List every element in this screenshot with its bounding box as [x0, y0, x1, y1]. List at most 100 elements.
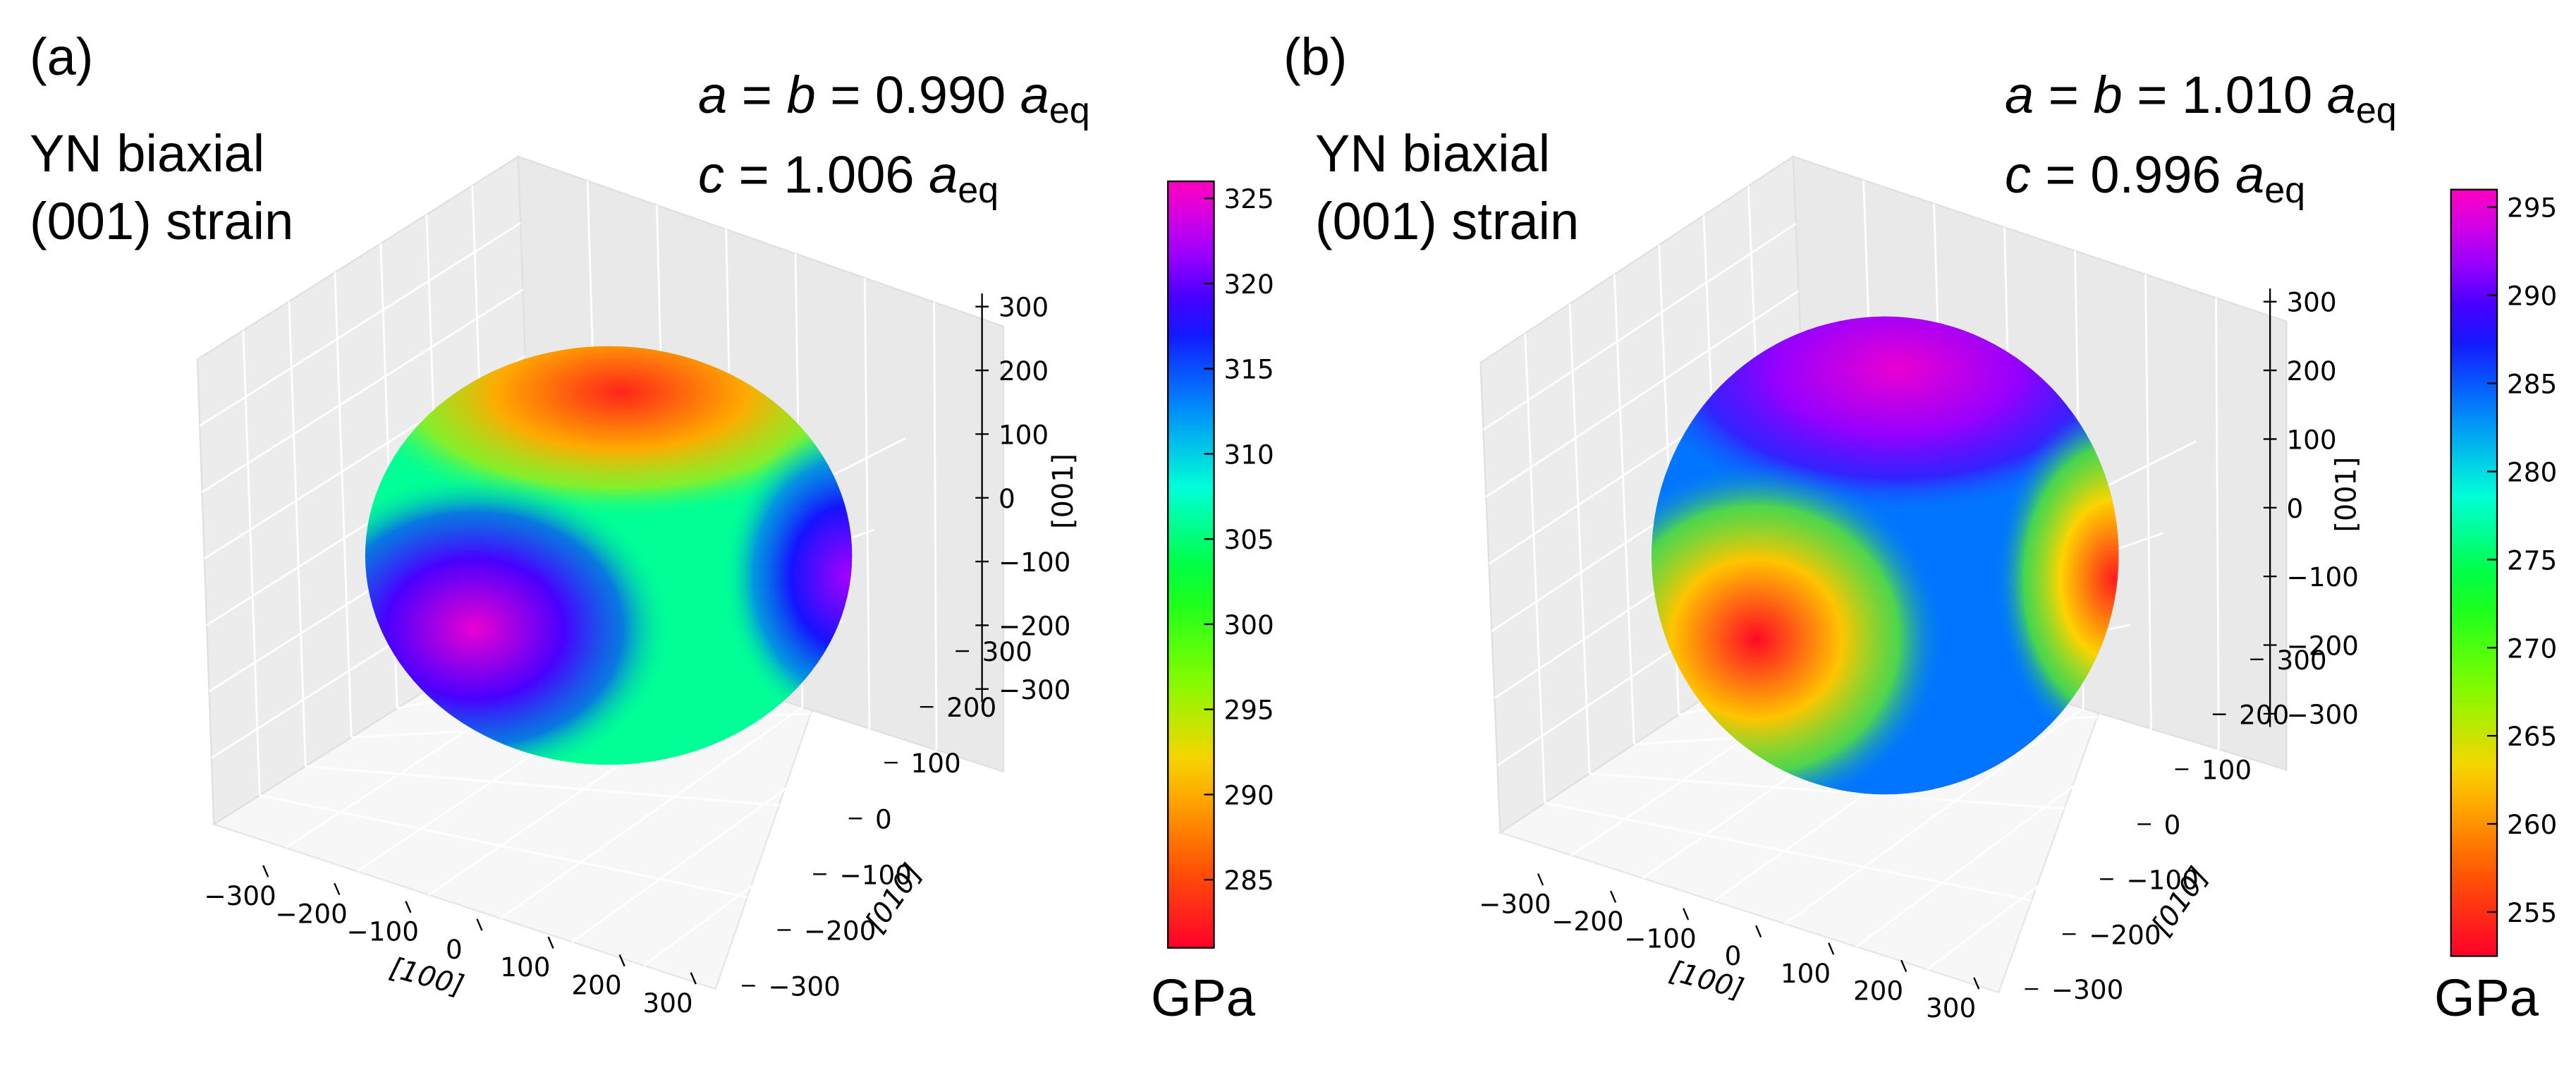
x-tick-label: −300: [1479, 889, 1551, 920]
x-tick-mark: [1683, 908, 1690, 921]
z-tick-label: −200: [999, 610, 1070, 641]
grid-line: [1568, 303, 1591, 774]
x-tick-mark: [618, 954, 625, 967]
x-tick-mark: [690, 972, 697, 985]
y-tick-label: −300: [2051, 974, 2123, 1005]
strain-aeq-symbol: a: [1020, 66, 1049, 124]
z-axis-label: [001]: [1047, 454, 1080, 529]
plot-root: −300−200−1000100200300[001]−300−200−1000…: [196, 154, 2557, 1024]
x-tick-mark: [1755, 925, 1762, 937]
colorbar-tick-label: 280: [2507, 456, 2557, 487]
strain-value: = 0.990: [815, 66, 1020, 124]
y-tick-label: 200: [2239, 700, 2289, 731]
grid-line: [242, 330, 261, 796]
strain-b-symbol: b: [786, 66, 816, 124]
material-line2-b: (001) strain: [1315, 192, 1580, 250]
strain-aeq-symbol: a: [2326, 66, 2356, 124]
y-tick-label: −200: [2089, 919, 2161, 950]
strain-line1-a: a = b = 0.990 aeq: [698, 65, 1090, 132]
y-tick-label: 200: [946, 692, 996, 723]
strain-aeq-symbol: a: [2235, 145, 2265, 204]
strain-eq1: =: [2034, 66, 2094, 124]
x-tick-mark: [405, 901, 412, 913]
z-tick-label: 300: [999, 292, 1049, 323]
colorbar: [2450, 188, 2498, 957]
colorbar-tick-label: 255: [2507, 897, 2557, 928]
material-line2-a: (001) strain: [30, 192, 294, 250]
x-tick-label: 0: [446, 934, 463, 965]
surface-feature-top: [1652, 316, 2119, 515]
x-tick-mark: [1900, 959, 1907, 973]
strain-aeq-sub: eq: [958, 170, 999, 211]
y-tick-label: 100: [2202, 755, 2252, 786]
grid-line: [1855, 728, 2152, 948]
y-tick-label: 300: [2276, 645, 2326, 676]
x-tick-mark: [1973, 977, 1980, 990]
grid-line: [1613, 274, 1635, 745]
panel-label-b: (b): [1283, 28, 1348, 86]
colorbar-tick-label: 300: [1224, 609, 1274, 640]
colorbar-tick-label: 265: [2507, 721, 2557, 752]
strain-c-symbol: c: [2005, 145, 2031, 204]
y-tick-label: 100: [911, 748, 961, 779]
z-tick-label: −300: [999, 674, 1070, 705]
grid-line: [2215, 298, 2220, 750]
x-tick-label: −100: [346, 916, 418, 947]
x-tick-label: −200: [275, 898, 347, 929]
x-tick-label: 200: [571, 970, 621, 1001]
z-tick-label: −200: [2286, 630, 2358, 661]
colorbar-tick-label: 325: [1224, 183, 1274, 214]
grid-line: [643, 749, 937, 966]
x-tick-mark: [547, 936, 554, 949]
z-tick-label: 100: [999, 419, 1049, 450]
material-label-b: YN biaxial (001) strain: [1315, 120, 1579, 255]
colorbar-unit-b: GPa: [2434, 968, 2539, 1027]
surface-feature-right: [1994, 401, 2119, 758]
y-tick-label: 0: [2164, 809, 2181, 840]
z-tick-label: −100: [999, 547, 1070, 578]
grid-line: [334, 272, 353, 738]
colorbar: [1167, 180, 1215, 949]
material-line1-b: YN biaxial: [1315, 124, 1551, 183]
z-tick-label: 0: [999, 483, 1015, 514]
grid-line: [288, 301, 307, 767]
x-tick-mark: [262, 865, 269, 877]
grid-line: [305, 765, 779, 807]
colorbar-tick-label: 275: [2507, 545, 2557, 576]
z-tick-label: −100: [2286, 561, 2358, 593]
z-tick-label: −300: [2286, 699, 2358, 730]
z-axis-label: [001]: [2330, 457, 2362, 533]
y-tick-label: −100: [839, 859, 911, 890]
grid-line: [259, 794, 747, 899]
x-tick-label: 200: [1853, 975, 1903, 1006]
colorbar-tick-label: 295: [2507, 193, 2557, 224]
x-tick-mark: [1610, 890, 1617, 903]
grid-line: [1784, 707, 2084, 925]
grid-line: [201, 289, 524, 493]
grid-line: [1544, 802, 2032, 901]
grid-line: [1927, 748, 2220, 971]
z-tick-label: 200: [999, 356, 1049, 387]
grid-line: [1485, 290, 1800, 498]
x-tick-mark: [334, 882, 341, 896]
strain-line1-b: a = b = 1.010 aeq: [2005, 65, 2397, 132]
strain-line2-a: c = 1.006 aeq: [698, 145, 999, 212]
strain-value: = 0.996: [2031, 145, 2236, 204]
x-tick-mark: [476, 918, 483, 931]
colorbar-unit-a: GPa: [1151, 968, 1256, 1027]
x-tick-label: −100: [1624, 923, 1696, 954]
x-tick-label: 0: [1725, 940, 1742, 971]
strain-value: = 1.006: [724, 145, 929, 204]
strain-eq1: =: [727, 66, 787, 124]
strain-value: = 1.010: [2122, 66, 2327, 124]
material-label-a: YN biaxial (001) strain: [30, 120, 293, 255]
colorbar-tick-label: 295: [1224, 695, 1274, 726]
y-tick-label: 0: [875, 803, 892, 834]
strain-aeq-sub: eq: [2355, 90, 2397, 131]
strain-c-symbol: c: [698, 145, 724, 204]
colorbar-tick-label: 270: [2507, 633, 2557, 664]
colorbar-tick-label: 315: [1224, 354, 1274, 385]
x-tick-label: 100: [1781, 958, 1831, 989]
grid-line: [1482, 222, 1797, 431]
colorbar-tick-label: 285: [2507, 369, 2557, 400]
